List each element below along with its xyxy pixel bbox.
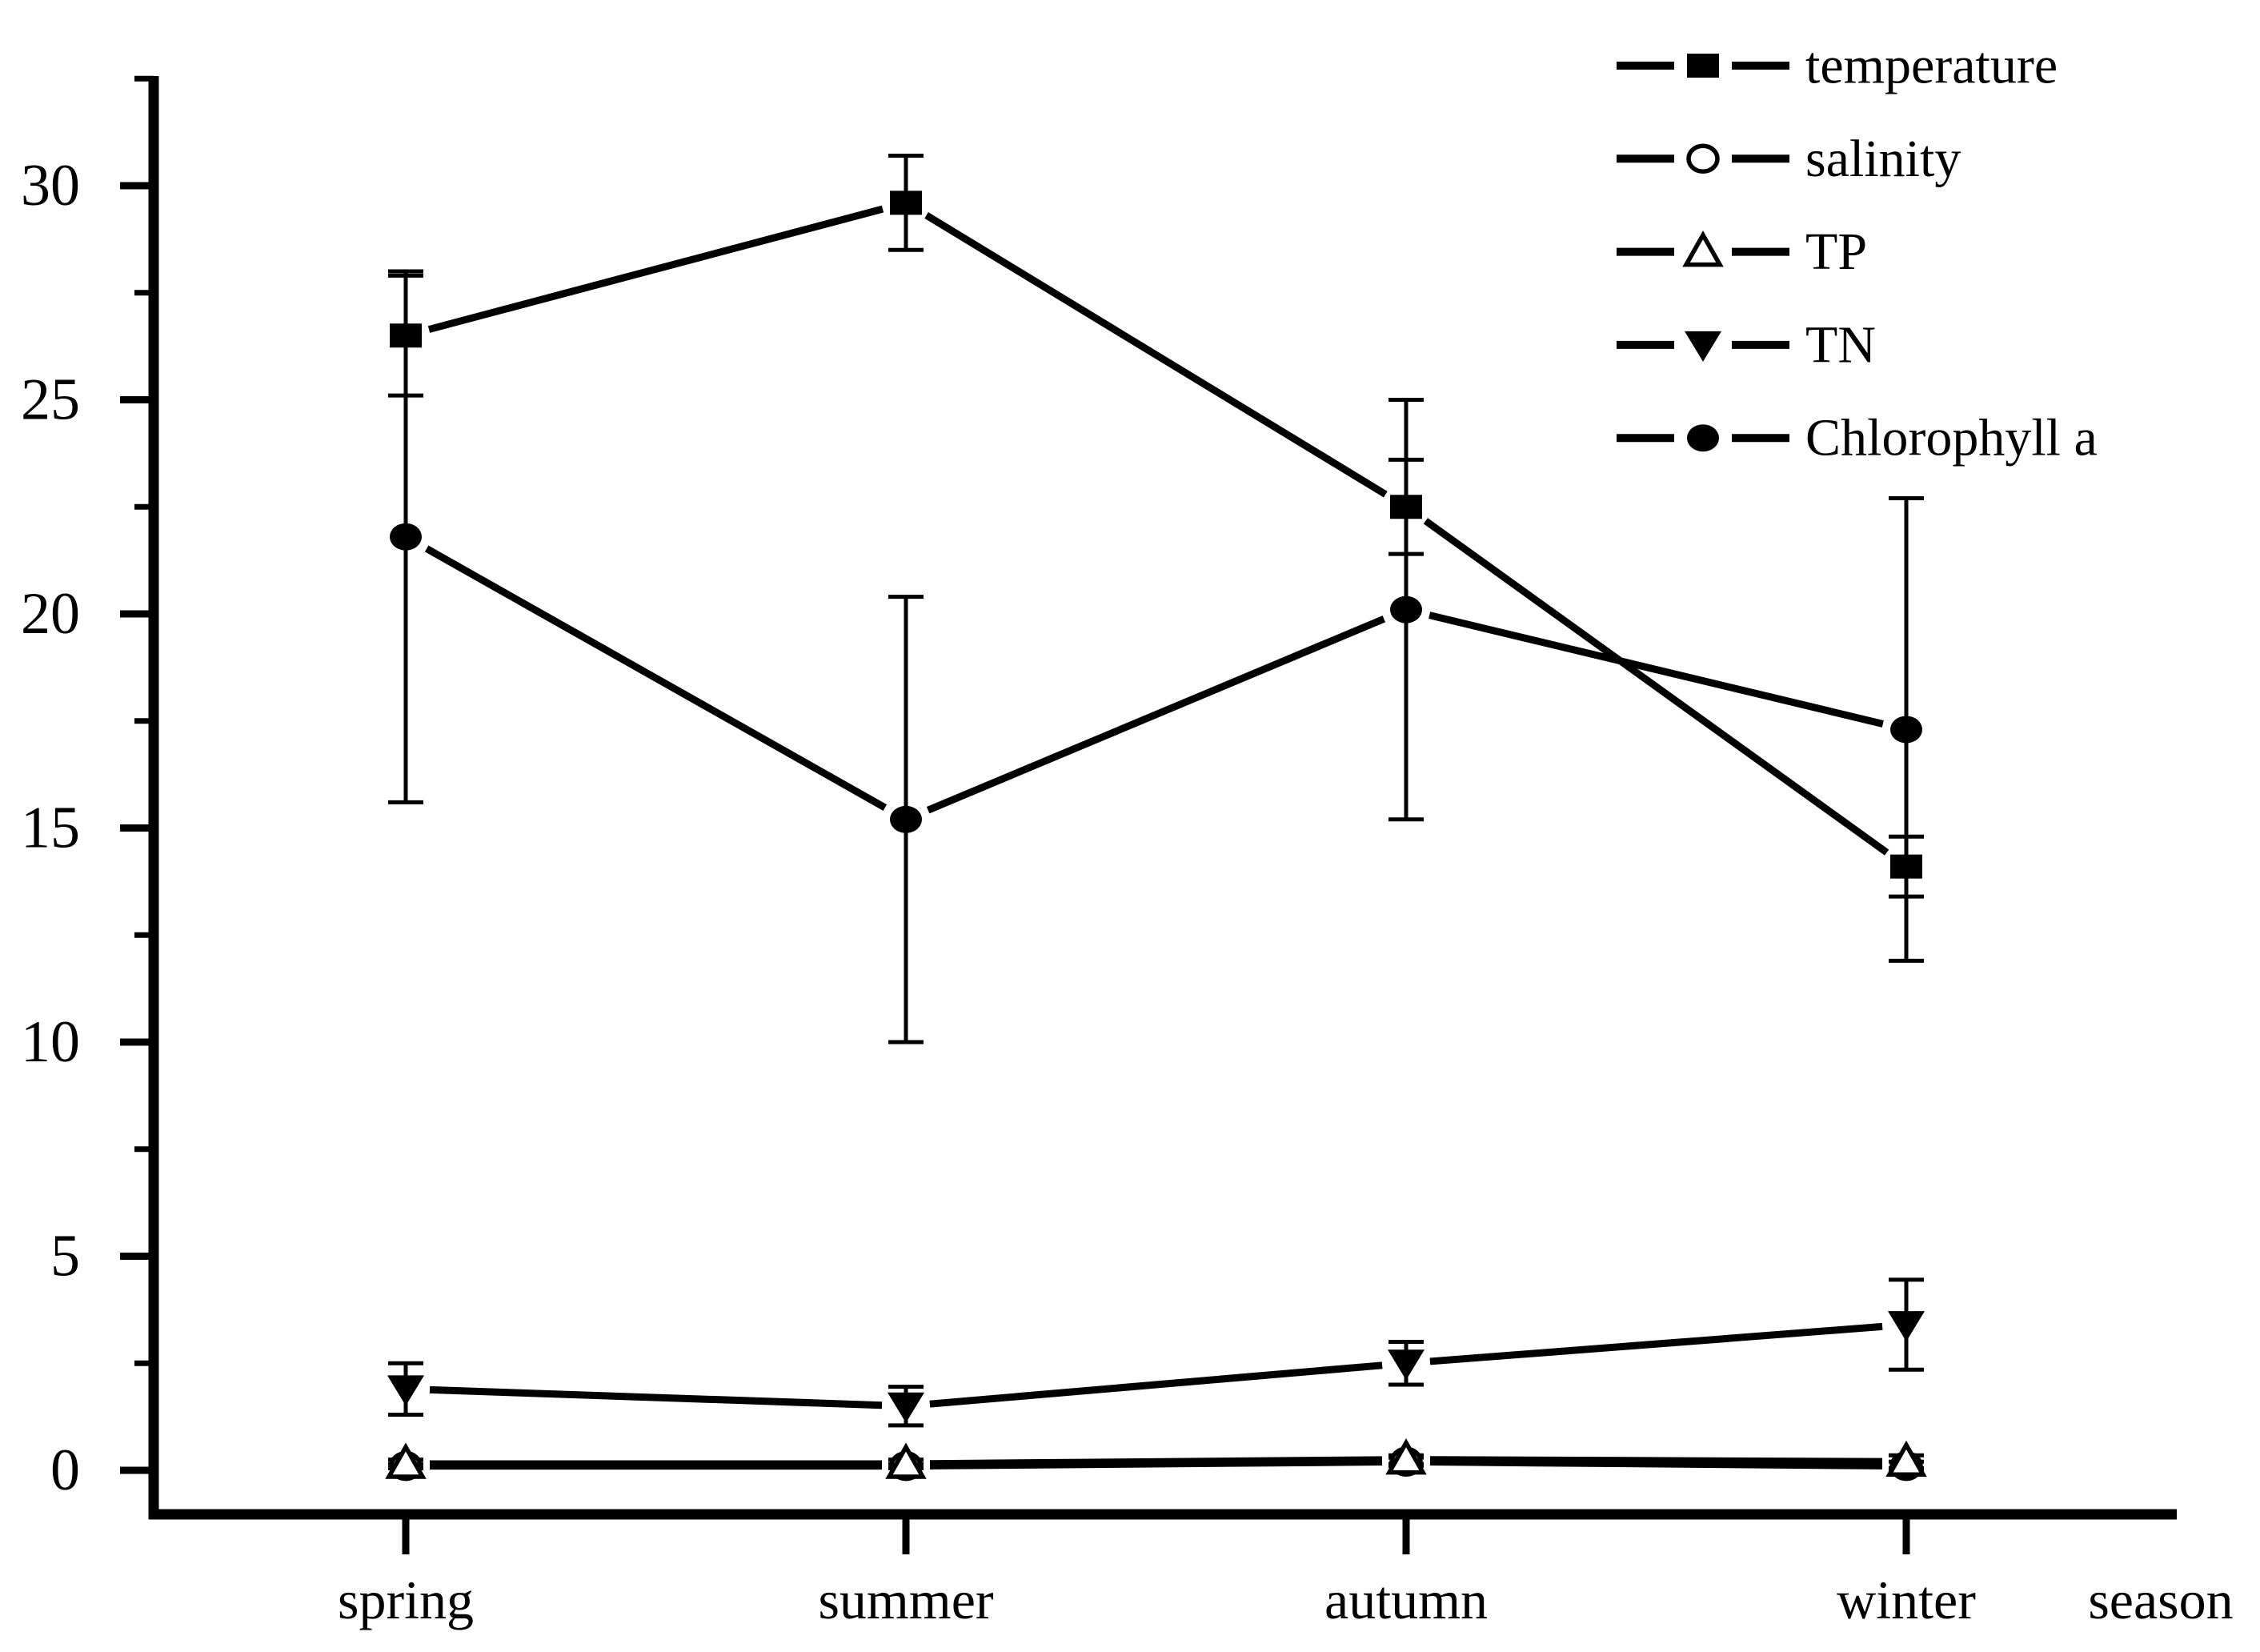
series-segment <box>924 212 1388 498</box>
series-line-temperature <box>427 205 1889 856</box>
marker-TP-winter <box>1885 1440 1927 1478</box>
y-tick-label: 25 <box>21 367 80 433</box>
marker-TP-summer <box>885 1442 927 1479</box>
series-markers <box>385 190 1927 1482</box>
marker-TN-autumn <box>1388 1349 1425 1381</box>
legend-item-TN: TN <box>1617 315 1876 374</box>
y-tick-label: 0 <box>50 1437 80 1503</box>
marker-temperature-summer <box>890 190 922 215</box>
series-segment <box>1429 611 1884 728</box>
series-segment <box>929 1361 1383 1408</box>
x-axis-title: season <box>2088 1570 2233 1630</box>
marker-temperature-autumn <box>1390 495 1422 519</box>
legend: temperature salinity TP TN Chlorophyll a <box>1617 37 2098 467</box>
marker-Chlorophyll a-summer <box>890 805 922 833</box>
series-segment <box>427 205 884 333</box>
legend-marker-Chlorophyll a <box>1687 424 1719 452</box>
y-tick-label: 5 <box>50 1224 80 1289</box>
marker-Chlorophyll a-autumn <box>1390 595 1422 624</box>
legend-marker-TN <box>1685 331 1721 362</box>
series-segment <box>1429 1456 1883 1466</box>
series-lines <box>424 205 1889 1470</box>
y-tick-label: 20 <box>21 581 80 647</box>
series-segment <box>929 1456 1383 1468</box>
marker-Chlorophyll a-spring <box>390 523 422 551</box>
legend-item-temperature: temperature <box>1617 37 2058 95</box>
y-tick-label: 30 <box>21 153 80 219</box>
series-segment <box>424 545 888 811</box>
marker-TP-autumn <box>1385 1438 1427 1475</box>
marker-TN-winter <box>1888 1311 1925 1342</box>
series-line-TN <box>429 1322 1883 1409</box>
series-segment <box>1423 518 1889 856</box>
legend-marker-salinity <box>1686 143 1720 174</box>
series-line-Chlorophyll a <box>424 545 1884 814</box>
marker-Chlorophyll a-winter <box>1890 716 1922 744</box>
x-tick-label: summer <box>818 1570 993 1630</box>
series-line-TP <box>430 1456 1883 1468</box>
marker-temperature-winter <box>1890 854 1922 879</box>
marker-TP-spring <box>385 1442 427 1479</box>
legend-label-TP: TP <box>1805 223 1867 281</box>
series-segment <box>429 1385 883 1409</box>
legend-item-Chlorophyll a: Chlorophyll a <box>1617 409 2098 467</box>
legend-item-salinity: salinity <box>1617 130 1961 188</box>
legend-marker-temperature <box>1687 54 1719 78</box>
legend-marker-TP <box>1682 231 1724 267</box>
marker-temperature-spring <box>390 323 422 348</box>
marker-TN-summer <box>888 1392 924 1423</box>
y-tick-label: 10 <box>21 1009 80 1075</box>
x-tick-label: winter <box>1837 1570 1976 1630</box>
axes: 0 5 10 15 20 25 30 spring summer autumn winter seas… <box>21 75 2234 1630</box>
legend-label-TN: TN <box>1805 315 1876 374</box>
marker-TN-spring <box>387 1375 424 1406</box>
legend-label-Chlorophyll a: Chlorophyll a <box>1805 409 2098 467</box>
series-segment <box>926 615 1386 814</box>
series-segment <box>1429 1322 1883 1365</box>
y-tick-label: 15 <box>21 796 80 861</box>
legend-item-TP: TP <box>1617 223 1867 281</box>
x-tick-label: spring <box>338 1570 474 1630</box>
x-tick-label: autumn <box>1324 1570 1488 1630</box>
legend-label-temperature: temperature <box>1805 37 2058 95</box>
legend-label-salinity: salinity <box>1805 130 1961 188</box>
